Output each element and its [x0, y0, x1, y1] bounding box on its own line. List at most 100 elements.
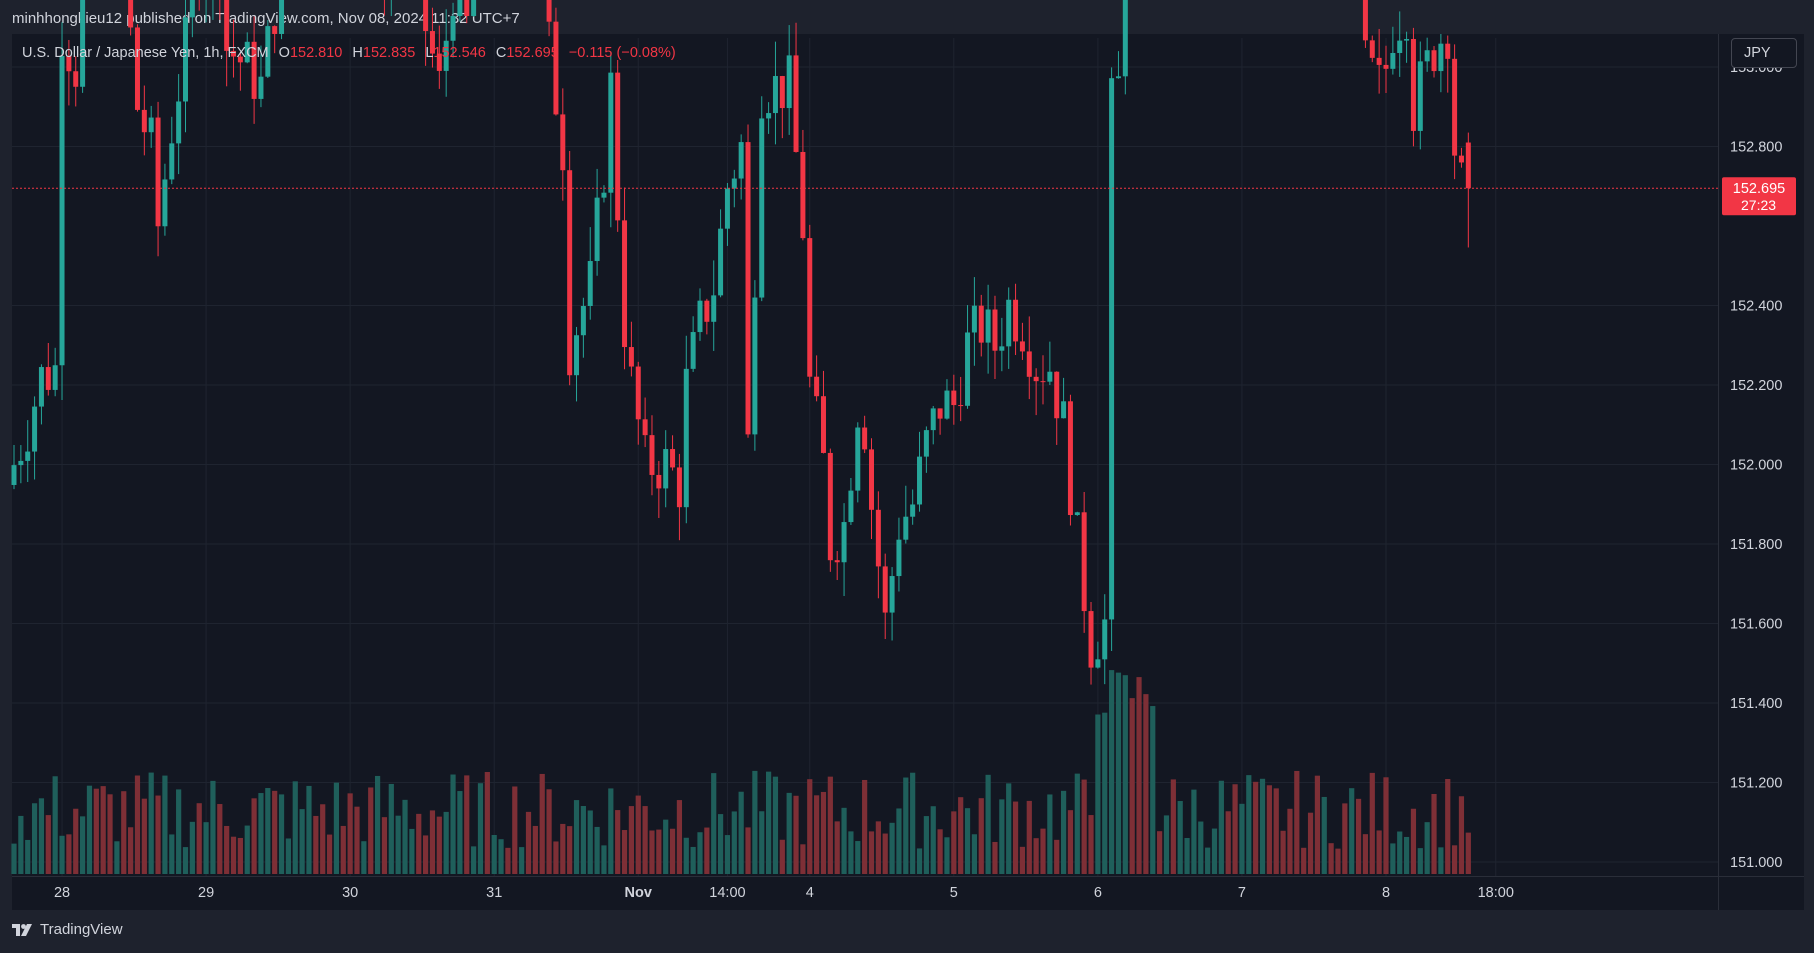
- volume-bar: [1239, 803, 1245, 874]
- candle-body: [1376, 57, 1382, 65]
- volume-bar: [807, 779, 813, 874]
- volume-bar: [388, 783, 394, 874]
- candle-body: [875, 509, 881, 567]
- volume-bar: [1376, 830, 1382, 874]
- volume-bar: [1369, 772, 1375, 874]
- volume-bar: [944, 837, 950, 874]
- volume-bar: [457, 791, 463, 874]
- candle-body: [1397, 40, 1403, 53]
- volume-bar: [86, 785, 93, 874]
- candle-body: [1067, 401, 1073, 516]
- volume-bar: [656, 829, 662, 874]
- volume-bar: [169, 834, 175, 874]
- volume-bar: [203, 822, 209, 874]
- candle-body: [615, 72, 621, 221]
- volume-bar: [1218, 780, 1224, 874]
- volume-bar: [1109, 670, 1115, 874]
- volume-bar: [1026, 800, 1032, 874]
- volume-bar: [1314, 775, 1320, 874]
- volume-bar: [1445, 778, 1451, 874]
- volume-bar: [100, 786, 106, 874]
- volume-bar: [1033, 838, 1039, 874]
- volume-bar: [608, 788, 614, 874]
- volume-bar: [237, 837, 243, 874]
- volume-bar: [834, 821, 840, 874]
- volume-bar: [827, 776, 833, 874]
- volume-bar: [958, 797, 964, 874]
- candle-body: [759, 118, 765, 298]
- volume-bar: [114, 841, 120, 874]
- volume-bar: [964, 808, 971, 874]
- candle-body: [1431, 50, 1437, 72]
- candle-body: [718, 228, 724, 296]
- volume-bar: [1211, 828, 1218, 874]
- candle-body: [738, 142, 744, 179]
- volume-bar: [759, 811, 765, 874]
- volume-bar: [1143, 694, 1149, 874]
- published-by-line: minhhongkieu12 published on TradingView.…: [12, 10, 520, 27]
- volume-bar: [1198, 821, 1204, 874]
- candle-body: [546, 0, 552, 22]
- currency-button[interactable]: JPY: [1731, 38, 1797, 68]
- volume-bar: [683, 837, 689, 874]
- candle-body: [724, 188, 730, 229]
- volume-bar: [182, 847, 189, 874]
- volume-bar: [724, 835, 731, 874]
- volume-bar: [374, 775, 381, 874]
- candle-body: [1404, 38, 1410, 41]
- candle-body: [656, 474, 662, 489]
- volume-bar: [162, 775, 168, 874]
- volume-bar: [450, 774, 456, 874]
- symbol-description[interactable]: U.S. Dollar / Japanese Yen, 1h, FXCM: [22, 45, 269, 61]
- volume-bar: [862, 779, 868, 874]
- volume-bar: [621, 830, 628, 874]
- volume-bar: [52, 776, 58, 874]
- time-tick-label: 30: [342, 885, 358, 901]
- change-value: −0.115 (−0.08%): [568, 45, 676, 61]
- volume-histogram: [11, 670, 1471, 874]
- candle-body: [176, 101, 182, 144]
- volume-bar: [1294, 770, 1300, 874]
- volume-bar: [1253, 781, 1259, 874]
- price-tick-label: 152.000: [1730, 458, 1782, 474]
- price-tick-label: 151.600: [1730, 617, 1782, 633]
- volume-bar: [1390, 843, 1396, 874]
- tradingview-logo[interactable]: TradingView: [12, 921, 123, 938]
- volume-bar: [628, 806, 634, 874]
- volume-bar: [1074, 773, 1080, 874]
- volume-bar: [1410, 808, 1417, 874]
- volume-bar: [560, 823, 566, 874]
- chart-pane[interactable]: [12, 34, 1804, 910]
- volume-bar: [512, 786, 518, 874]
- volume-bar: [354, 806, 360, 874]
- volume-bar: [676, 800, 683, 874]
- volume-bar: [210, 780, 216, 874]
- candle-body: [903, 516, 909, 540]
- volume-bar: [1273, 788, 1279, 874]
- candle-body: [580, 306, 586, 336]
- candle-body: [244, 41, 250, 63]
- volume-bar: [841, 807, 847, 874]
- volume-bar: [423, 835, 429, 874]
- candle-body: [1088, 611, 1094, 668]
- candle-body: [745, 142, 751, 435]
- volume-bar: [635, 795, 641, 874]
- candle-body: [1040, 381, 1046, 383]
- candle-body: [1061, 401, 1067, 419]
- volume-bar: [855, 841, 861, 874]
- volume-bar: [1205, 847, 1211, 874]
- time-tick-label: 5: [950, 885, 958, 901]
- candle-body: [1095, 659, 1101, 668]
- volume-bar: [594, 826, 600, 874]
- time-tick-label: 28: [54, 885, 70, 901]
- volume-bar: [230, 836, 237, 874]
- price-tick-label: 151.200: [1730, 776, 1782, 792]
- volume-bar: [306, 785, 312, 874]
- candle-body: [958, 405, 964, 407]
- volume-bar: [580, 806, 586, 874]
- tradingview-logo-icon: [12, 923, 32, 936]
- candle-body: [1026, 351, 1032, 377]
- volume-bar: [436, 816, 442, 874]
- volume-bar: [738, 791, 744, 874]
